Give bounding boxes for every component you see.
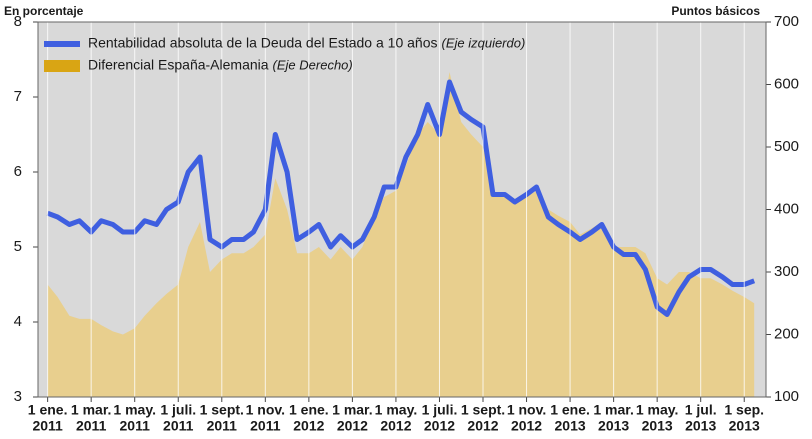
x-tick-label: 1 ene.: [28, 402, 68, 418]
x-tick-label: 1 mar.: [71, 402, 111, 418]
x-tick-label: 2012: [511, 418, 542, 434]
x-tick-label: 1 ene.: [550, 402, 590, 418]
x-tick-label: 1 nov.: [507, 402, 546, 418]
y-tick-label: 6: [14, 163, 22, 180]
x-tick-label: 2013: [598, 418, 629, 434]
y-tick-label: 3: [14, 388, 22, 405]
x-tick-label: 2012: [337, 418, 368, 434]
x-tick-label: 1 sept.: [461, 402, 505, 418]
plot-frame: [37, 21, 767, 398]
x-tick-label: 2011: [76, 418, 107, 434]
y2-tick-label: 600: [774, 75, 799, 92]
legend-note: (Eje izquierdo): [441, 35, 525, 50]
x-tick-label: 2011: [32, 418, 63, 434]
x-tick-label: 2012: [467, 418, 498, 434]
x-tick-label: 2013: [555, 418, 586, 434]
x-tick-label: 1 may.: [113, 402, 156, 418]
y2-tick-label: 500: [774, 138, 799, 155]
x-tick-label: 2013: [685, 418, 716, 434]
y-tick-label: 5: [14, 238, 22, 255]
y-tick-label: 4: [14, 313, 22, 330]
x-tick-label: 1 jul.: [685, 402, 717, 418]
x-tick-label: 1 mar.: [332, 402, 372, 418]
x-tick-label: 2011: [163, 418, 194, 434]
x-tick-label: 2011: [207, 418, 238, 434]
y-tick-label: 8: [14, 13, 22, 30]
y2-tick-label: 700: [774, 13, 799, 30]
y2-tick-label: 300: [774, 263, 799, 280]
y-axis-title: En porcentaje: [4, 4, 84, 18]
legend-swatch: [44, 60, 80, 72]
x-tick-label: 2011: [120, 418, 151, 434]
legend-label: Rentabilidad absoluta de la Deuda del Es…: [88, 35, 437, 51]
x-tick-label: 2012: [424, 418, 455, 434]
y2-tick-label: 400: [774, 200, 799, 217]
legend-note: (Eje Derecho): [273, 57, 353, 72]
legend-label: Diferencial España-Alemania: [88, 57, 269, 73]
y2-axis-title: Puntos básicos: [671, 4, 760, 18]
x-tick-label: 1 juli.: [422, 402, 458, 418]
marks: [46, 72, 756, 397]
x-tick-label: 2013: [729, 418, 760, 434]
x-tick-label: 1 juli.: [160, 402, 196, 418]
x-tick-label: 1 sep.: [724, 402, 764, 418]
x-tick-label: 2011: [250, 418, 281, 434]
x-tick-label: 1 may.: [636, 402, 679, 418]
x-tick-label: 1 may.: [375, 402, 418, 418]
area: [47, 72, 755, 397]
x-tick-label: 1 nov.: [246, 402, 285, 418]
x-tick-label: 1 ene.: [289, 402, 329, 418]
x-tick-label: 1 mar.: [593, 402, 633, 418]
y2-tick-label: 100: [774, 388, 799, 405]
y-tick-label: 7: [14, 88, 22, 105]
x-tick-label: 1 sept.: [200, 402, 244, 418]
y2-tick-label: 200: [774, 325, 799, 342]
x-tick-label: 2013: [642, 418, 673, 434]
line: [46, 79, 756, 317]
x-tick-label: 2012: [380, 418, 411, 434]
x-tick-label: 2012: [293, 418, 324, 434]
